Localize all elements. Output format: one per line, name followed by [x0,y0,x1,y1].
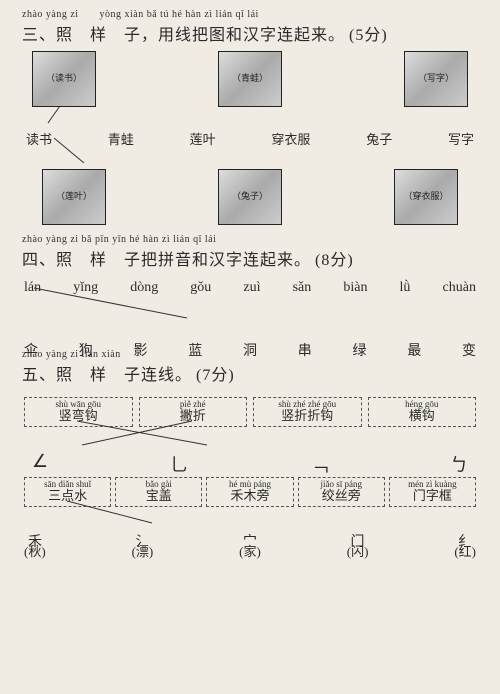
q5-box-top-3-char: 竖折折钩 [258,409,357,423]
q4-char-1: 伞 [24,340,38,360]
q3-word-1: 读书 [26,129,52,148]
q4-pinyin-2: yǐng [73,280,98,296]
q3-word-3: 莲叶 [190,129,216,148]
q4-char-4: 蓝 [188,340,202,360]
q5-title: 五、照 样 子连线。 (7分) [22,361,478,385]
q3-image-top-1: （读书） [32,51,96,107]
q5-box-top-2-char: 撇折 [144,409,243,423]
q3-word-4: 穿衣服 [271,129,310,148]
q5-box-bot-5: mén zì kuàng 门字框 [389,477,476,507]
q3-title-text: 三、照 样 子，用线把图和汉字连起来。 [22,21,345,45]
q4-pinyin-9: chuàn [443,280,476,296]
q5-answer-2: (漂) [132,541,154,560]
q4-title-text: 四、照 样 子把拼音和汉字连起来。 [22,246,311,270]
q5-box-top-2: piě zhé 撇折 [139,397,248,427]
q5-box-bot-3-char: 禾木旁 [209,489,290,503]
q5-box-bot-1: sān diǎn shuǐ 三点水 [24,477,111,507]
q3-score: (5分) [349,21,388,45]
q5-title-text: 五、照 样 子连线。 [22,361,192,385]
q5-answer-3: (家) [239,541,261,560]
q3-title-pinyin: zhào yàng zi yòng xiàn bǎ tú hé hàn zì l… [22,10,478,20]
q4-char-3: 影 [134,340,148,360]
q3-image-top-3: （写字） [404,51,468,107]
q5-box-bot-4: jiǎo sī páng 绞丝旁 [298,477,385,507]
q5-box-bot-2: bǎo gài 宝盖 [115,477,202,507]
q3-image-bottom-1: （莲叶） [42,169,106,225]
q4-pinyin-8: lǜ [400,280,411,296]
q5-box-top-3: shù zhé zhé gōu 竖折折钩 [253,397,362,427]
q4-score: (8分) [315,246,354,270]
q5-answer-4: (闪) [347,541,369,560]
q5-box-top-4: héng gōu 横钩 [368,397,477,427]
q5-box-bot-3: hé mù páng 禾木旁 [206,477,293,507]
q4-pinyin-5: zuì [243,280,260,296]
q4-char-5: 洞 [243,340,257,360]
q4-char-6: 串 [298,340,312,360]
q5-box-bot-2-char: 宝盖 [118,489,199,503]
q5-box-bot-1-char: 三点水 [27,489,108,503]
q3-word-6: 写字 [448,129,474,148]
q3-word-5: 兔子 [366,129,392,148]
q4-title: 四、照 样 子把拼音和汉字连起来。 (8分) [22,246,478,270]
q4-pinyin-7: biàn [343,280,367,296]
q4-char-7: 绿 [353,340,367,360]
q4-title-pinyin: zhào yàng zi bǎ pīn yīn hé hàn zì lián q… [22,235,478,245]
q3-word-2: 青蛙 [108,129,134,148]
q5-box-bot-4-char: 绞丝旁 [301,489,382,503]
q5-box-bot-5-char: 门字框 [392,489,473,503]
q5-box-top-4-char: 横钩 [373,409,472,423]
q3-image-top-2: （青蛙） [218,51,282,107]
q4-char-8: 最 [407,340,421,360]
q5-score: (7分) [196,361,235,385]
q4-pinyin-3: dòng [130,280,158,296]
q3-image-bottom-2: （兔子） [218,169,282,225]
q4-pinyin-6: sǎn [293,280,312,296]
q5-answer-5: (红) [454,541,476,560]
q3-image-bottom-3: （穿衣服） [394,169,458,225]
q3-title: 三、照 样 子，用线把图和汉字连起来。 (5分) [22,21,478,45]
q4-pinyin-4: gǒu [190,280,211,296]
q4-char-9: 变 [462,340,476,360]
q5-box-top-1: shù wān gōu 竖弯钩 [24,397,133,427]
q5-box-top-1-char: 竖弯钩 [29,409,128,423]
q5-answer-1: (秋) [24,541,46,560]
q4-pinyin-1: lán [24,280,41,296]
q4-char-2: 狗 [79,340,93,360]
